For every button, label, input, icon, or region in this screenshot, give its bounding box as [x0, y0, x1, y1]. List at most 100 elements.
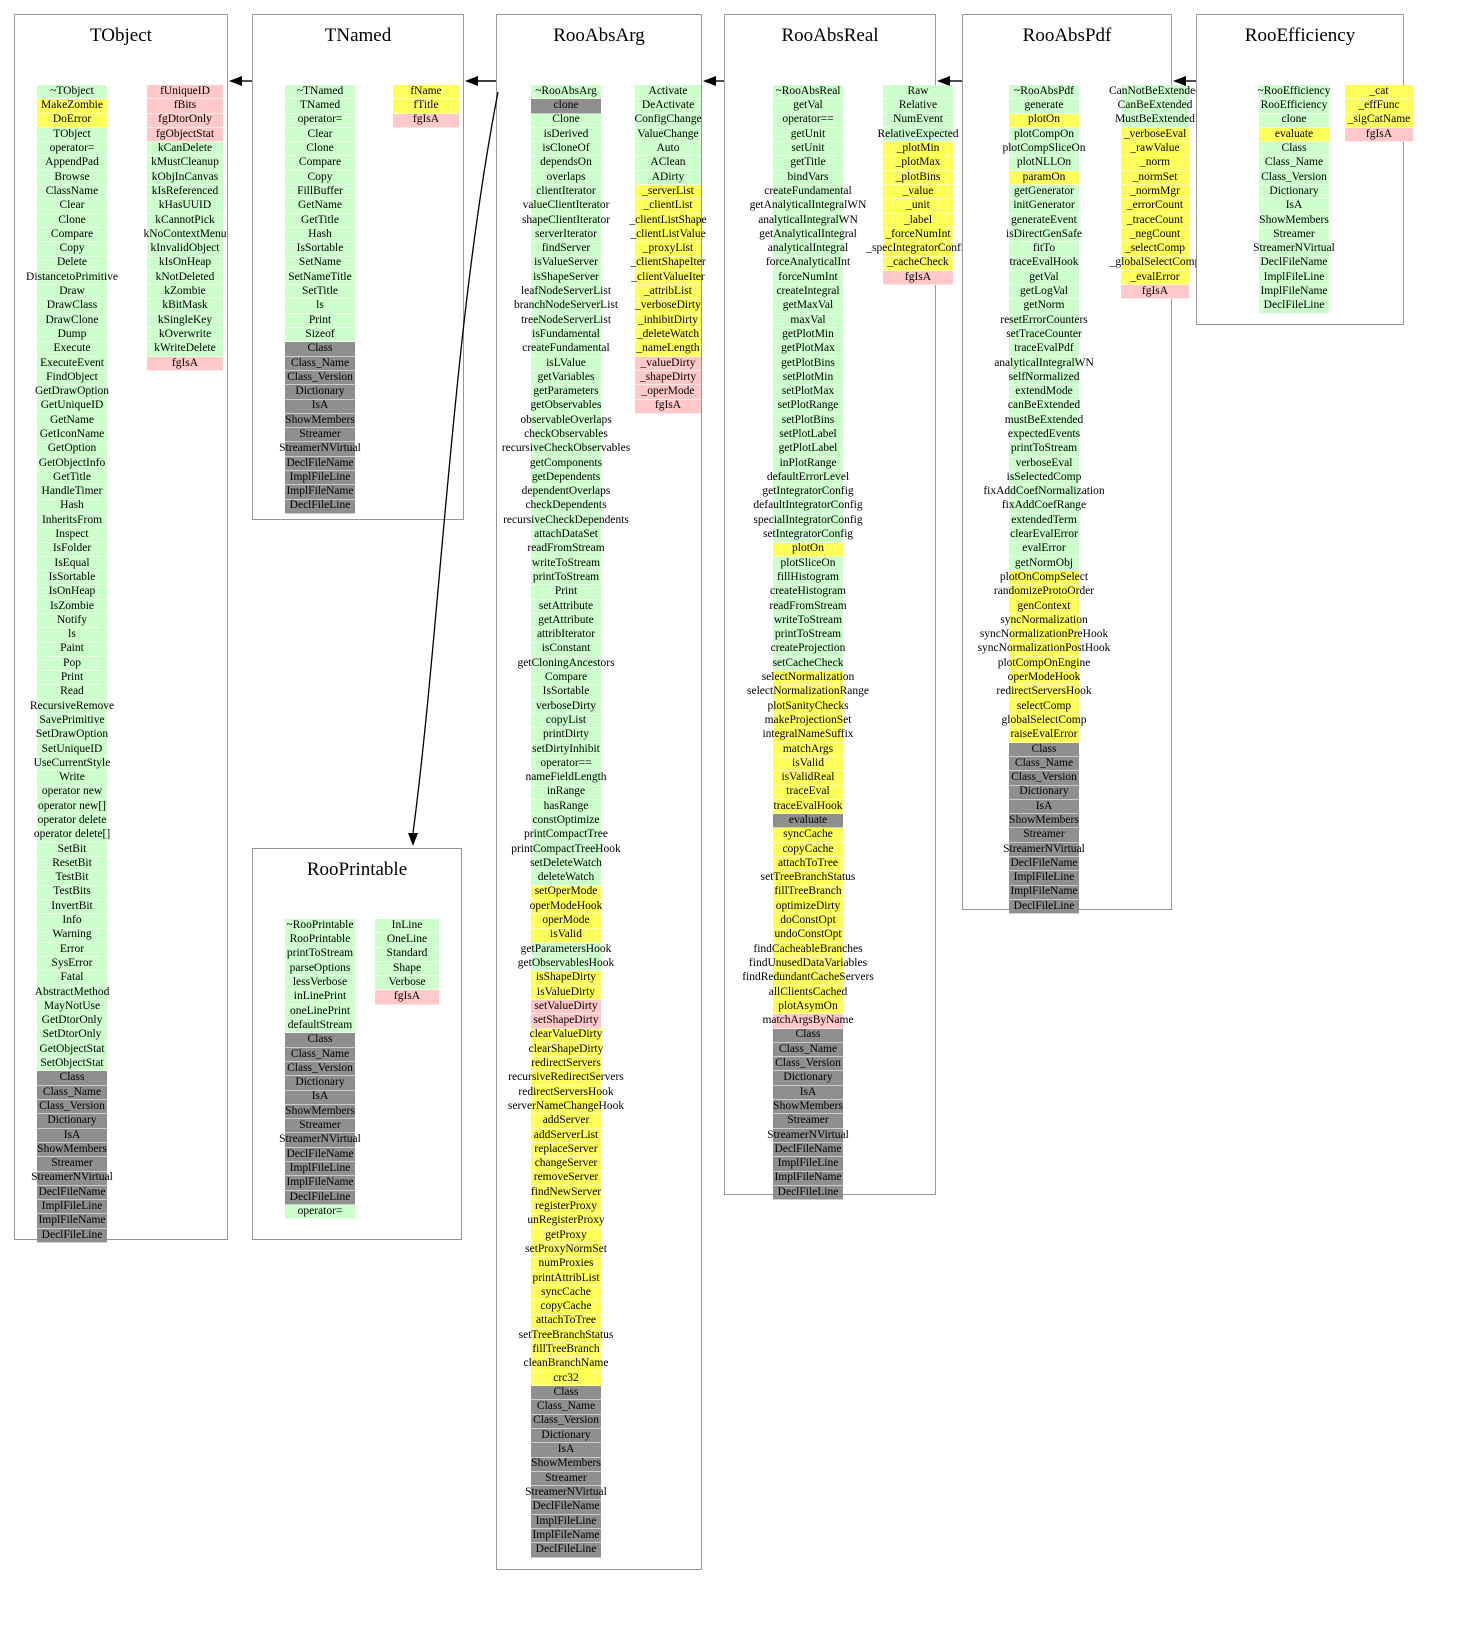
class-box-rooabsreal: RooAbsReal ~RooAbsReal getVal operator== ge…	[724, 14, 970, 1201]
member-item-green: Class_Version	[1259, 171, 1329, 186]
member-item-yellow: clearValueDirty	[530, 1028, 602, 1043]
member-item-green: selfNormalized	[1009, 371, 1079, 386]
member-item-green: extendMode	[1009, 385, 1079, 400]
member-item-green: ExecuteEvent	[37, 357, 107, 371]
member-item-green: getUnit	[773, 128, 843, 143]
member-item-yellow: crc32	[531, 1372, 601, 1387]
member-item-green: IsA	[1259, 199, 1329, 214]
member-item-green: parseOptions	[285, 962, 355, 977]
member-item-green: Raw	[883, 85, 953, 100]
member-item-green: getMaxVal	[773, 299, 843, 314]
member-item-green: plotCompOn	[1009, 128, 1079, 143]
member-item-yellow: selectNormalizationRange	[747, 685, 869, 700]
member-item-green: Clone	[37, 214, 107, 228]
member-item-pink: fgIsA	[1345, 128, 1413, 143]
member-item-yellow: getProxy	[531, 1229, 601, 1244]
member-item-gray: ImplFileName	[531, 1529, 601, 1544]
member-item-gray: ImplFileName	[1009, 885, 1079, 900]
member-item-green: operator=	[285, 113, 355, 128]
member-item-green: defaultStream	[285, 1019, 355, 1034]
member-item-gray: Class	[1009, 743, 1079, 757]
member-item-green: traceEvalHook	[1009, 256, 1079, 271]
member-item-green: printDirty	[531, 728, 601, 743]
member-item-gray: ShowMembers	[531, 1457, 601, 1472]
member-item-yellow: findCacheableBranches	[753, 943, 863, 958]
member-item-gray: Streamer	[37, 1157, 107, 1172]
member-item-green: RooPrintable	[285, 933, 355, 948]
class-box-tnamed: TNamed ~TNamed TNamed operator= Clear Clone C…	[252, 14, 464, 520]
inherits-arrow-tnamed-to-tobject	[229, 76, 252, 86]
member-item-gray: DeclFileLine	[1009, 900, 1079, 915]
member-item-gray: Class	[37, 1071, 107, 1086]
member-item-green: getPlotMin	[773, 328, 843, 343]
member-item-green: isSelectedComp	[1007, 471, 1081, 486]
methods-column: ~TNamed TNamed operator= Clear Clone Compare C…	[279, 85, 361, 514]
member-item-green: SetNameTitle	[285, 271, 355, 286]
member-item-green: printCompactTreeHook	[511, 843, 621, 858]
member-item-green: Class	[1259, 142, 1329, 157]
member-item-green: expectedEvents	[1008, 428, 1080, 443]
member-item-green: RelativeExpected	[877, 128, 959, 143]
member-item-yellow: raiseEvalError	[1009, 728, 1079, 743]
member-item-yellow: plotOnCompSelect	[1000, 571, 1088, 586]
member-item-yellow: findRedundantCacheServers	[742, 971, 874, 986]
member-item-green: valueClientIterator	[523, 199, 609, 214]
member-item-green: getIntegratorConfig	[762, 485, 854, 500]
member-item-green: Shape	[375, 962, 439, 977]
member-item-green: analyticalIntegralWN	[994, 357, 1094, 371]
member-item-green: ~RooPrintable	[285, 919, 355, 934]
member-item-green: treeNodeServerList	[521, 314, 611, 329]
member-item-yellow: fName	[393, 85, 459, 100]
member-item-green: readFromStream	[769, 600, 847, 614]
member-item-green: bindVars	[773, 171, 843, 186]
member-item-gray: Class	[285, 342, 355, 357]
member-item-green: kNoContextMenu	[143, 228, 227, 243]
member-item-yellow: makeProjectionSet	[765, 714, 851, 729]
member-item-yellow: allClientsCached	[769, 986, 847, 1000]
member-item-yellow: operModeHook	[1008, 671, 1080, 686]
member-item-green: forceNumInt	[773, 271, 843, 286]
member-item-yellow: _unit	[883, 199, 953, 214]
member-item-yellow: redirectServersHook	[518, 1086, 614, 1101]
member-item-yellow: operModeHook	[530, 900, 602, 915]
methods-column: ~TObject MakeZombie DoError TObject operator…	[26, 85, 118, 1244]
member-item-yellow: syncNormalizationPreHook	[980, 628, 1108, 643]
member-item-green: RecursiveRemove	[30, 700, 114, 715]
member-item-green: setPlotRange	[773, 399, 843, 414]
member-item-yellow: _attribList	[635, 285, 701, 300]
class-title: TNamed	[324, 25, 392, 46]
class-box-rooabspdf: RooAbsPdf ~RooAbsPdf generate plotOn plotCo…	[962, 14, 1201, 915]
member-item-green: DeclFileLine	[1259, 299, 1329, 314]
member-item-yellow: removeServer	[531, 1171, 601, 1186]
member-item-green: verboseEval	[1009, 457, 1079, 472]
member-item-gray: ShowMembers	[285, 1105, 355, 1120]
member-item-gray: Class	[531, 1386, 601, 1401]
member-item-green: getParameters	[531, 385, 601, 400]
member-item-green: Notify	[37, 614, 107, 629]
member-item-yellow: _verboseDirty	[635, 299, 701, 314]
member-item-green: Dump	[37, 328, 107, 343]
member-item-green: attachDataSet	[531, 528, 601, 543]
member-item-green: getDependents	[531, 471, 601, 486]
member-item-green: defaultErrorLevel	[767, 471, 849, 486]
member-item-green: isConstant	[531, 642, 601, 657]
member-item-green: MustBeExtended	[1115, 113, 1195, 128]
member-item-gray: ImplFileLine	[285, 1162, 355, 1177]
member-item-gray: DeclFileLine	[37, 1229, 107, 1244]
member-item-yellow: plotSanityChecks	[767, 700, 849, 715]
member-item-gray: Class_Name	[531, 1400, 601, 1415]
member-item-green: IsFolder	[37, 542, 107, 557]
member-item-yellow: setTreeBranchStatus	[761, 871, 855, 886]
member-item-green: shapeClientIterator	[522, 214, 610, 228]
member-item-yellow: _cacheCheck	[883, 256, 953, 271]
member-item-pink: _shapeDirty	[635, 371, 701, 386]
member-item-green: InLine	[375, 919, 439, 934]
member-item-green: printToStream	[285, 947, 355, 962]
member-item-gray: ImplFileName	[773, 1171, 843, 1186]
member-item-yellow: _clientList	[635, 199, 701, 214]
member-item-gray: StreamerNVirtual	[525, 1486, 607, 1501]
member-item-green: ~RooAbsPdf	[1009, 85, 1079, 100]
member-item-green: IsSortable	[531, 685, 601, 700]
member-item-green: SysError	[37, 957, 107, 972]
member-item-green: ~RooEfficiency	[1257, 85, 1331, 100]
